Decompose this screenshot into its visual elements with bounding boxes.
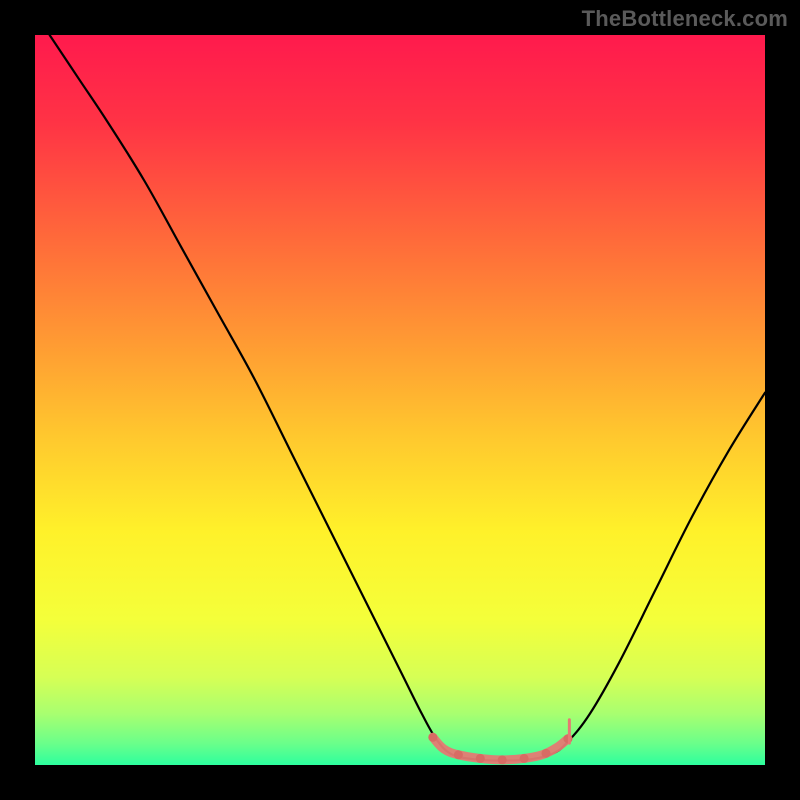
chart-svg bbox=[35, 35, 765, 765]
optimal-point-marker bbox=[520, 754, 529, 763]
plot-area bbox=[35, 35, 765, 765]
chart-frame: TheBottleneck.com bbox=[0, 0, 800, 800]
optimal-point-marker bbox=[476, 754, 485, 763]
optimal-point-marker bbox=[428, 733, 437, 742]
optimal-point-marker bbox=[454, 750, 463, 759]
optimal-point-marker bbox=[498, 755, 507, 764]
optimal-point-marker bbox=[542, 749, 551, 758]
watermark-text: TheBottleneck.com bbox=[582, 6, 788, 32]
gradient-background bbox=[35, 35, 765, 765]
